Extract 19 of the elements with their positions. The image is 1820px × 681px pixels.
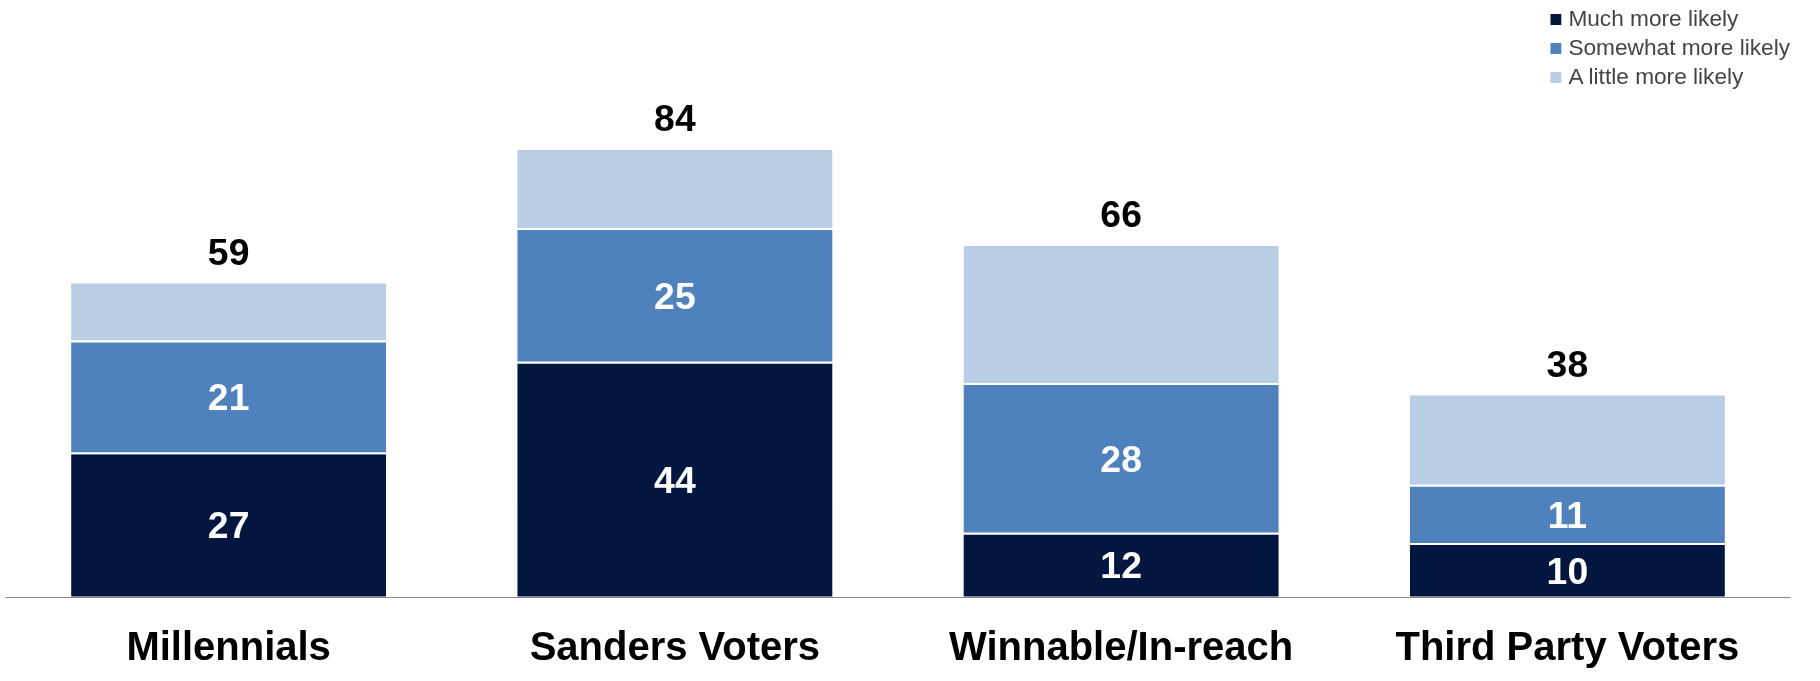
data-label: 44 — [654, 459, 696, 502]
data-label: 10 — [1546, 549, 1589, 592]
data-label: 12 — [1100, 544, 1142, 587]
data-label: 11 — [1547, 493, 1588, 536]
x-tick-label: Third Party Voters — [1395, 623, 1740, 668]
legend-label: A little more likely — [1568, 63, 1744, 90]
data-label: 21 — [207, 376, 250, 419]
x-tick-label: Winnable/In-reach — [949, 623, 1294, 668]
x-tick-label: Millennials — [126, 623, 331, 668]
data-label: 27 — [207, 504, 250, 547]
total-label: 38 — [1546, 342, 1589, 385]
total-label: 59 — [207, 230, 250, 273]
data-label: 28 — [1100, 437, 1142, 480]
data-label: 25 — [654, 274, 696, 317]
legend-label: Much more likely — [1568, 5, 1739, 32]
x-tick-label: Sanders Voters — [529, 623, 821, 668]
total-label: 66 — [1100, 193, 1142, 236]
legend-label: Somewhat more likely — [1568, 34, 1790, 61]
total-label: 84 — [654, 97, 696, 140]
